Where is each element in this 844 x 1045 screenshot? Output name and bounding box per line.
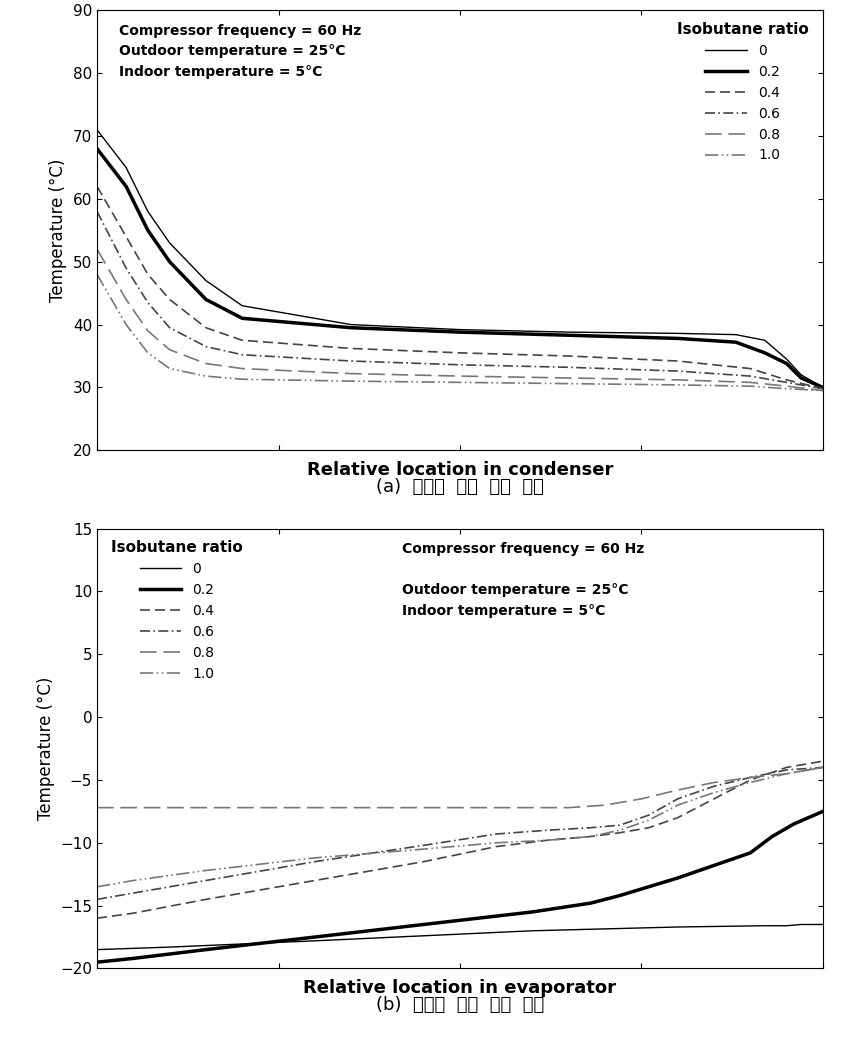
Legend: 0, 0.2, 0.4, 0.6, 0.8, 1.0: 0, 0.2, 0.4, 0.6, 0.8, 1.0 xyxy=(111,540,243,680)
Y-axis label: Temperature (°C): Temperature (°C) xyxy=(49,159,68,302)
Y-axis label: Temperature (°C): Temperature (°C) xyxy=(36,677,55,820)
Text: (b)  증발기  내부  온도  분포: (b) 증발기 내부 온도 분포 xyxy=(376,996,544,1014)
Text: Compressor frequency = 60 Hz

Outdoor temperature = 25°C
Indoor temperature = 5°: Compressor frequency = 60 Hz Outdoor tem… xyxy=(402,542,644,618)
X-axis label: Relative location in evaporator: Relative location in evaporator xyxy=(304,979,616,997)
X-axis label: Relative location in condenser: Relative location in condenser xyxy=(306,461,614,479)
Text: (a)  응축기  내부  온도  분포: (a) 응축기 내부 온도 분포 xyxy=(376,478,544,495)
Legend: 0, 0.2, 0.4, 0.6, 0.8, 1.0: 0, 0.2, 0.4, 0.6, 0.8, 1.0 xyxy=(677,22,809,162)
Text: Compressor frequency = 60 Hz
Outdoor temperature = 25°C
Indoor temperature = 5°C: Compressor frequency = 60 Hz Outdoor tem… xyxy=(119,24,361,78)
